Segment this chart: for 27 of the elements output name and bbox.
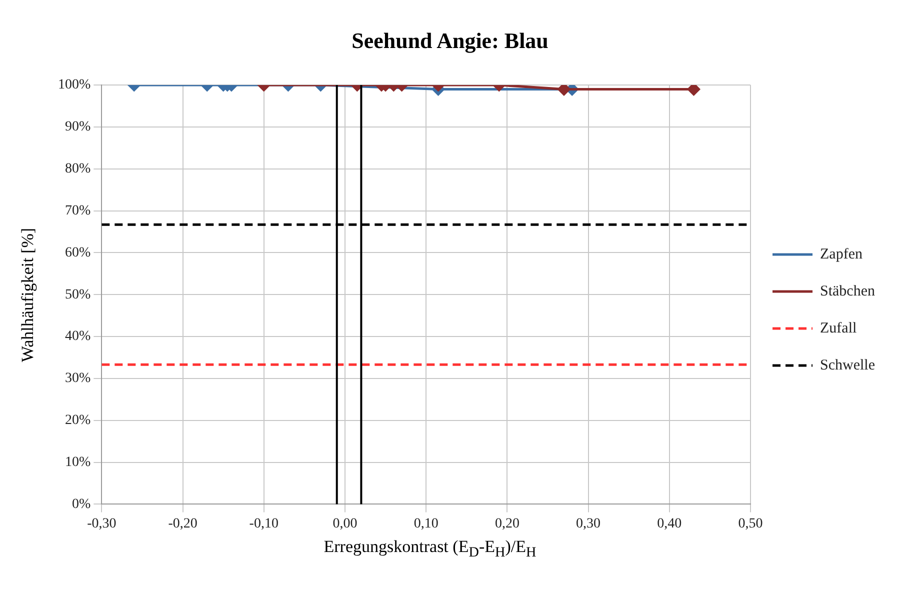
x-tick-label: 0,10 [414, 516, 438, 532]
y-tick-label: 70% [64, 203, 91, 218]
legend-label: Stäbchen [820, 283, 876, 300]
y-tick-label: 80% [64, 162, 91, 177]
x-axis-title: Erregungskontrast (E$_{D}$-E$_{H}$)/E$_{H}$ [322, 537, 538, 562]
y-tick-label: 90% [64, 120, 91, 135]
y-tick-label: 40% [64, 329, 91, 344]
x-tick-label: -0,20 [168, 516, 198, 532]
y-tick-label: 30% [64, 371, 91, 386]
x-tick-label: -0,30 [87, 516, 116, 532]
y-tick-label: 20% [64, 413, 91, 428]
y-tick-label: 60% [64, 245, 91, 260]
x-tick-label: -0,10 [249, 516, 278, 532]
y-tick-label: 100% [58, 78, 91, 93]
legend-label: Zufall [820, 320, 857, 336]
x-tick-label: 0,20 [494, 516, 520, 532]
legend-label: Zapfen [820, 246, 863, 262]
x-tick-label: 0,40 [657, 516, 682, 532]
y-axis-title: Wahlhäufigkeit [%] [18, 226, 38, 364]
x-tick-label: 0,30 [576, 516, 601, 532]
chart-title: Seehund Angie: Blau [350, 28, 550, 54]
legend-label: Schwelle [820, 357, 876, 374]
x-tick-label: 0,50 [738, 516, 763, 532]
y-tick-label: 50% [64, 287, 91, 302]
y-tick-label: 10% [64, 454, 91, 470]
y-tick-label: 0% [72, 496, 91, 512]
x-tick-label: 0,00 [332, 516, 358, 532]
